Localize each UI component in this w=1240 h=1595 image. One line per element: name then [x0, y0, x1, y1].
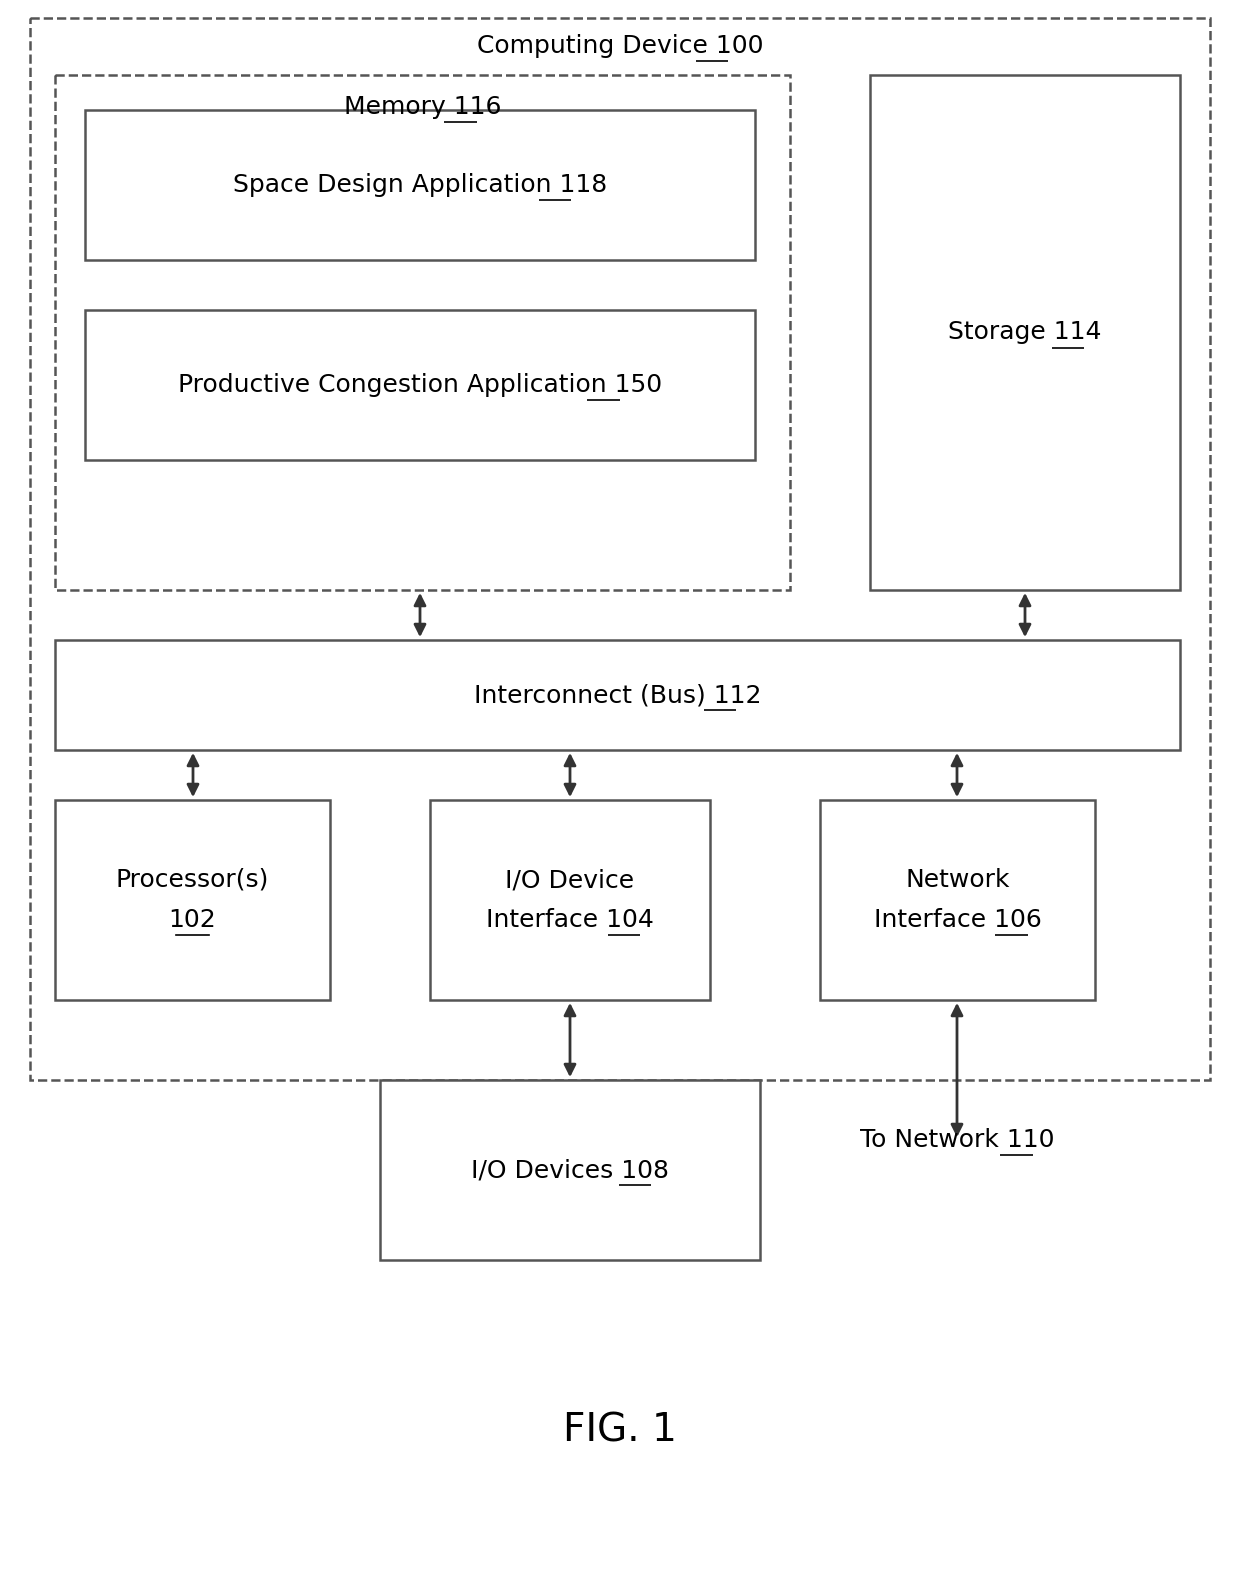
Bar	[379, 1080, 760, 1260]
Bar	[820, 801, 1095, 1000]
Text: Space Design Application 118: Space Design Application 118	[233, 172, 608, 198]
Text: Network: Network	[905, 868, 1009, 892]
Bar	[55, 75, 790, 590]
Text: I/O Devices 108: I/O Devices 108	[471, 1158, 670, 1182]
Text: To Network 110: To Network 110	[859, 1128, 1054, 1152]
Bar	[86, 309, 755, 459]
Text: 102: 102	[169, 908, 216, 931]
Text: Computing Device 100: Computing Device 100	[476, 33, 764, 57]
Bar	[55, 801, 330, 1000]
Text: Memory 116: Memory 116	[343, 96, 501, 120]
Text: Interconnect (Bus) 112: Interconnect (Bus) 112	[474, 683, 761, 707]
Bar	[870, 75, 1180, 590]
Text: I/O Device: I/O Device	[506, 868, 635, 892]
Bar	[30, 18, 1210, 1080]
Text: Productive Congestion Application 150: Productive Congestion Application 150	[177, 373, 662, 397]
Text: Storage 114: Storage 114	[949, 321, 1102, 345]
Text: Processor(s): Processor(s)	[115, 868, 269, 892]
Bar	[86, 110, 755, 260]
Text: Interface 104: Interface 104	[486, 908, 653, 931]
Bar	[430, 801, 711, 1000]
Text: Interface 106: Interface 106	[873, 908, 1042, 931]
Text: FIG. 1: FIG. 1	[563, 1412, 677, 1448]
Bar	[55, 640, 1180, 750]
